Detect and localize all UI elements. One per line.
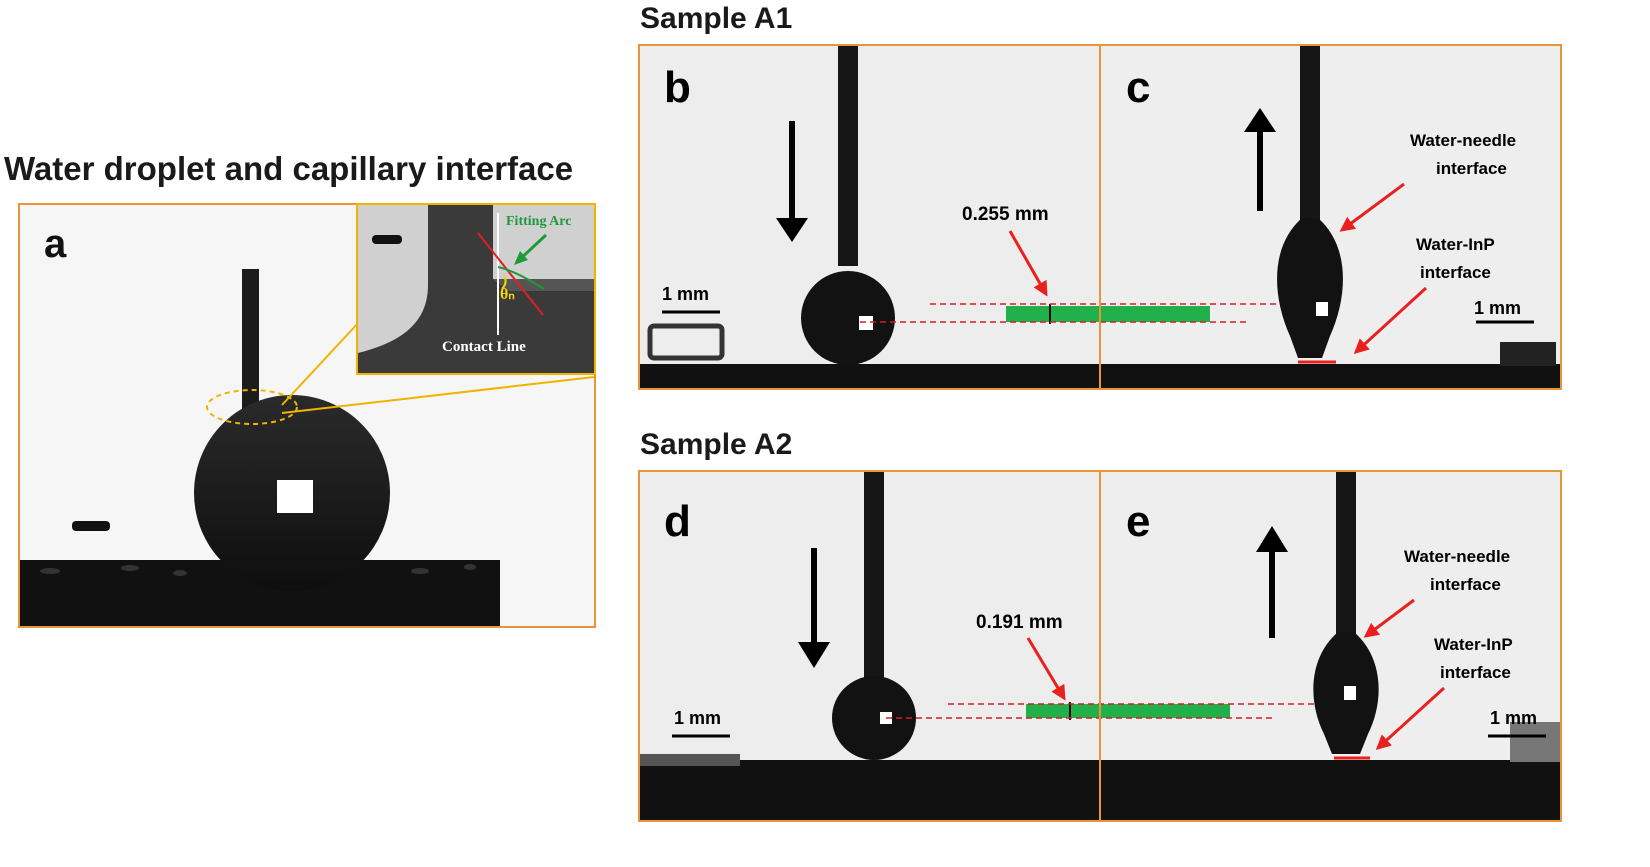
panel-letter-b: b — [664, 63, 691, 112]
sample-a2-heading: Sample A2 — [640, 428, 793, 461]
pendant-droplet-c — [1277, 218, 1343, 358]
left-title: Water droplet and capillary interface — [4, 150, 574, 187]
panel-letter-d: d — [664, 497, 691, 546]
fitting-arc-curve — [497, 266, 545, 290]
water-inp-arrow-e — [1375, 686, 1446, 751]
water-needle-arrow-c — [1339, 182, 1405, 232]
height-difference-band — [1006, 306, 1210, 322]
fitting-arc-label: Fitting Arc — [506, 214, 571, 229]
measurement-arrow-d — [1026, 637, 1066, 701]
droplet-d — [832, 676, 916, 760]
tangent-line — [477, 232, 544, 316]
inset-scale-bar — [372, 235, 402, 244]
inset-droplet-needle — [358, 205, 594, 373]
height-difference-band-2 — [1026, 704, 1230, 718]
theta-label: θₙ — [500, 286, 515, 303]
zoom-connector — [281, 320, 361, 406]
zoom-region-ellipse — [206, 389, 298, 425]
scale-label-b: 1 mm — [662, 284, 709, 304]
measurement-label-b: 0.255 mm — [962, 204, 1049, 225]
panel-letter-a: a — [44, 222, 67, 266]
water-needle-label-e-2: interface — [1430, 575, 1501, 594]
panel-letter-e: e — [1126, 497, 1150, 546]
contact-line-label: Contact Line — [442, 339, 526, 355]
water-needle-label-e-1: Water-needle — [1404, 547, 1510, 566]
water-inp-label-e-2: interface — [1440, 663, 1511, 682]
scale-label-c: 1 mm — [1474, 298, 1521, 318]
needle-b — [838, 46, 858, 266]
zoom-inset: Fitting Arc θₙ Contact Line — [356, 203, 596, 375]
droplet-b — [801, 271, 895, 365]
measurement-arrow-b — [1008, 230, 1048, 297]
water-inp-arrow-c — [1353, 286, 1428, 355]
measurement-label-d: 0.191 mm — [976, 612, 1063, 633]
droplet-reflection — [277, 480, 313, 513]
panel-letter-c: c — [1126, 63, 1150, 112]
water-needle-label-c-1: Water-needle — [1410, 131, 1516, 150]
substrate-e — [1101, 760, 1560, 820]
water-needle-label-c-2: interface — [1436, 159, 1507, 178]
water-inp-label-c-1: Water-InP — [1416, 235, 1495, 254]
scale-bar — [72, 521, 110, 531]
needle-c — [1300, 46, 1320, 221]
zoom-connector — [281, 376, 594, 414]
substrate-c — [1101, 364, 1560, 388]
sample-a2-frame: 1 mm d 0.191 mm 1 mm e Water-needle inte… — [638, 470, 1562, 822]
needle-e — [1336, 472, 1356, 634]
water-needle-arrow-e — [1363, 598, 1415, 638]
needle-d — [864, 472, 884, 682]
scale-label-d: 1 mm — [674, 708, 721, 728]
sample-a1-frame: 1 mm b 0.255 mm 1 mm c Water-needle inte… — [638, 44, 1562, 390]
angle-arc — [501, 274, 507, 290]
substrate-d — [640, 760, 1100, 820]
water-inp-label-e-1: Water-InP — [1434, 635, 1513, 654]
capillary-needle — [242, 269, 259, 419]
scale-label-e: 1 mm — [1490, 708, 1537, 728]
substrate-b — [640, 364, 1100, 388]
water-inp-label-c-2: interface — [1420, 263, 1491, 282]
sample-a1-heading: Sample A1 — [640, 2, 793, 35]
